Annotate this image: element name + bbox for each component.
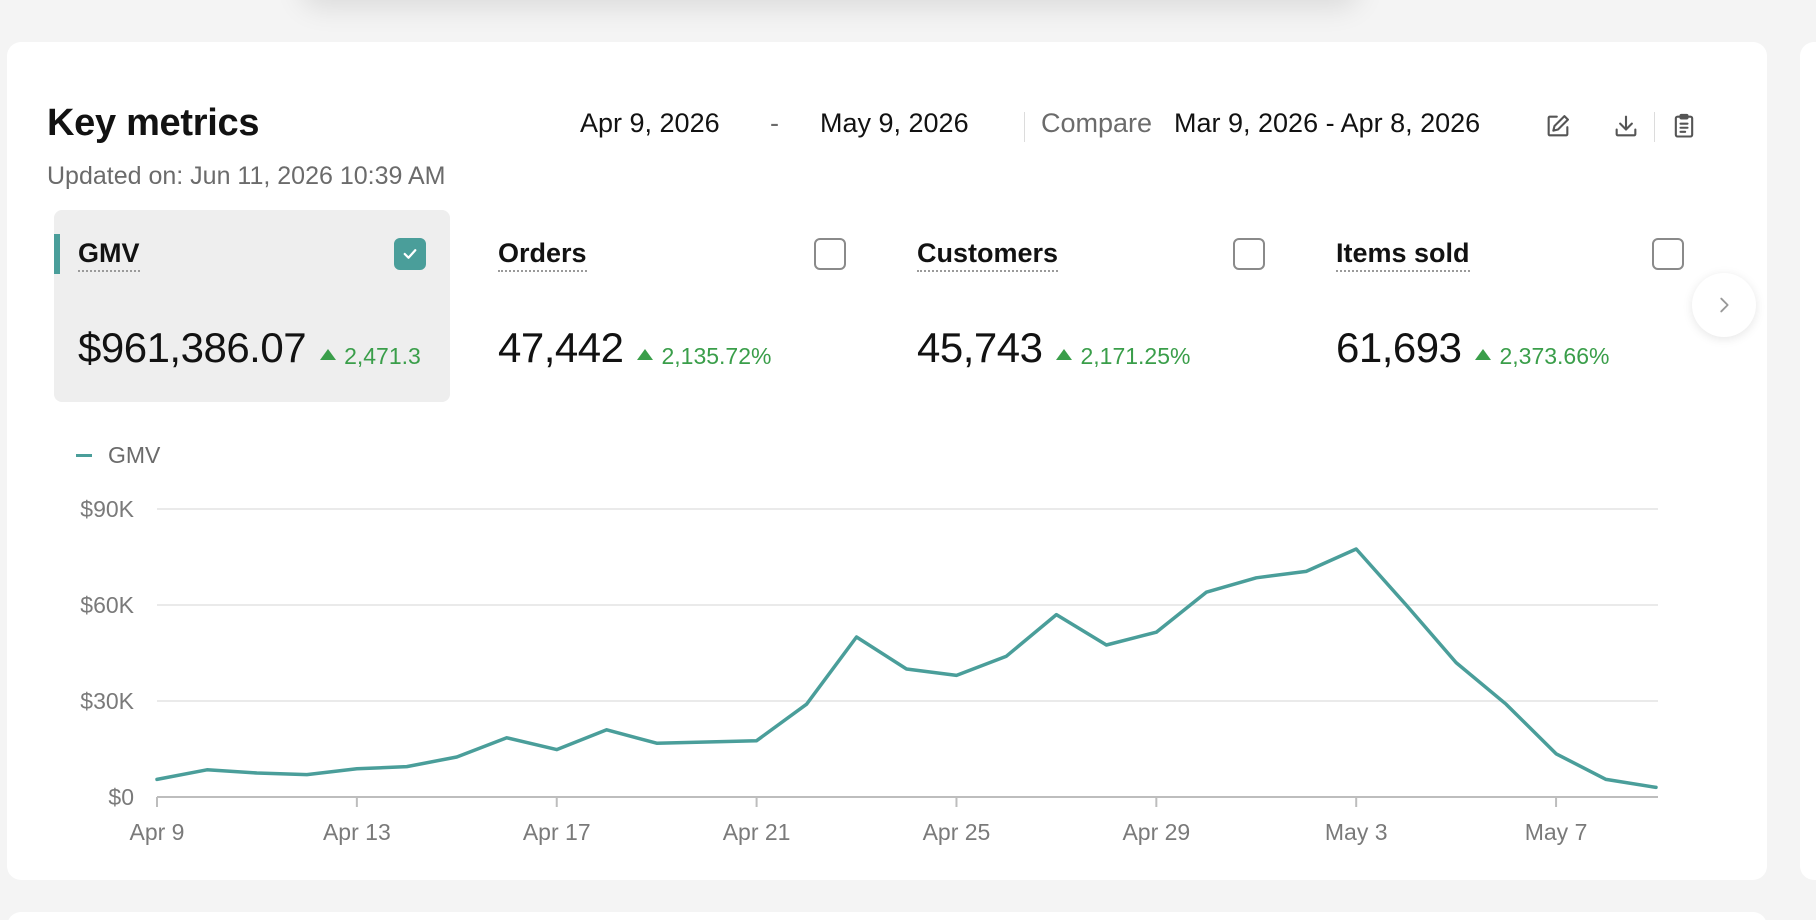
date-end[interactable]: May 9, 2026 bbox=[820, 108, 969, 138]
legend-swatch bbox=[76, 454, 92, 457]
metric-value: 45,743 bbox=[917, 324, 1043, 371]
adjacent-card bbox=[1800, 42, 1816, 880]
chevron-right-icon bbox=[1720, 297, 1729, 313]
metric-value-row: 47,442 2,135.72% bbox=[498, 324, 858, 372]
x-tick-label: Apr 29 bbox=[1122, 819, 1190, 845]
x-tick-label: Apr 21 bbox=[723, 819, 791, 845]
compare-range[interactable]: Mar 9, 2026 - Apr 8, 2026 bbox=[1174, 108, 1481, 138]
metric-label: GMV bbox=[78, 238, 140, 272]
metric-value-row: 45,743 2,171.25% bbox=[917, 324, 1277, 372]
metric-label: Orders bbox=[498, 238, 587, 272]
download-button[interactable] bbox=[1608, 108, 1644, 144]
metric-delta: 2,471.3 bbox=[320, 343, 421, 370]
metric-value: $961,386.07 bbox=[78, 324, 307, 371]
legend-label: GMV bbox=[108, 442, 161, 468]
x-tick-label: May 3 bbox=[1325, 819, 1388, 845]
next-card bbox=[7, 912, 1767, 920]
series-line-gmv bbox=[155, 547, 1658, 790]
metric-delta-value: 2,471.3 bbox=[344, 343, 421, 369]
download-icon bbox=[1615, 115, 1637, 137]
metric-label: Items sold bbox=[1336, 238, 1470, 272]
metric-value-row: 61,693 2,373.66% bbox=[1336, 324, 1696, 372]
x-tick-label: May 7 bbox=[1525, 819, 1588, 845]
clipboard-button[interactable] bbox=[1666, 108, 1702, 144]
date-start[interactable]: Apr 9, 2026 bbox=[580, 108, 720, 138]
metric-value: 47,442 bbox=[498, 324, 624, 371]
metric-checkbox[interactable] bbox=[1652, 238, 1684, 270]
metric-delta: 2,373.66% bbox=[1475, 343, 1609, 370]
clipboard-icon bbox=[1674, 113, 1694, 138]
triangle-up-icon bbox=[1056, 349, 1073, 360]
triangle-up-icon bbox=[320, 349, 337, 360]
metric-checkbox[interactable] bbox=[1233, 238, 1265, 270]
metric-checkbox[interactable] bbox=[394, 238, 426, 270]
edit-button[interactable] bbox=[1540, 108, 1576, 144]
y-tick-label: $30K bbox=[80, 688, 134, 714]
metric-checkbox[interactable] bbox=[814, 238, 846, 270]
divider bbox=[1024, 112, 1025, 142]
chart-legend[interactable]: GMV bbox=[76, 442, 160, 469]
x-tick-label: Apr 17 bbox=[523, 819, 591, 845]
updated-timestamp: Updated on: Jun 11, 2026 10:39 AM bbox=[47, 162, 446, 190]
y-tick-label: $60K bbox=[80, 592, 134, 618]
key-metrics-card bbox=[7, 42, 1767, 880]
y-tick-label: $90K bbox=[80, 496, 134, 522]
x-tick-label: Apr 25 bbox=[923, 819, 991, 845]
metric-delta-value: 2,135.72% bbox=[661, 343, 772, 369]
y-tick-label: $0 bbox=[108, 784, 134, 810]
metric-value: 61,693 bbox=[1336, 324, 1462, 371]
triangle-up-icon bbox=[1475, 349, 1492, 360]
triangle-up-icon bbox=[637, 349, 654, 360]
check-icon bbox=[403, 249, 417, 259]
gmv-line-chart: $0 $30K $60K $90K Apr 9 Apr 13 Apr 17 Apr 21 Ap… bbox=[80, 496, 1658, 845]
metric-delta: 2,135.72% bbox=[637, 343, 771, 370]
date-separator: - bbox=[770, 108, 779, 138]
card-title: Key metrics bbox=[47, 102, 260, 144]
metric-delta-value: 2,373.66% bbox=[1499, 343, 1610, 369]
metric-tile-orders[interactable]: Orders 47,442 2,135.72% bbox=[474, 210, 870, 402]
accent-bar bbox=[54, 234, 60, 274]
metric-value-row: $961,386.07 2,471.3 bbox=[78, 324, 438, 372]
edit-icon bbox=[1547, 115, 1569, 137]
metric-delta-value: 2,171.25% bbox=[1080, 343, 1191, 369]
metric-label: Customers bbox=[917, 238, 1059, 272]
x-tick-label: Apr 9 bbox=[130, 819, 185, 845]
metric-tile-customers[interactable]: Customers 45,743 2,171.25% bbox=[893, 210, 1289, 402]
next-metrics-button[interactable] bbox=[1692, 273, 1756, 337]
metric-delta: 2,171.25% bbox=[1056, 343, 1190, 370]
x-tick-label: Apr 13 bbox=[323, 819, 391, 845]
metric-tile-items-sold[interactable]: Items sold 61,693 2,373.66% bbox=[1312, 210, 1708, 402]
divider bbox=[1654, 112, 1655, 142]
metric-tile-gmv[interactable]: GMV $961,386.07 2,471.3 bbox=[54, 210, 450, 402]
compare-label: Compare bbox=[1041, 108, 1153, 138]
